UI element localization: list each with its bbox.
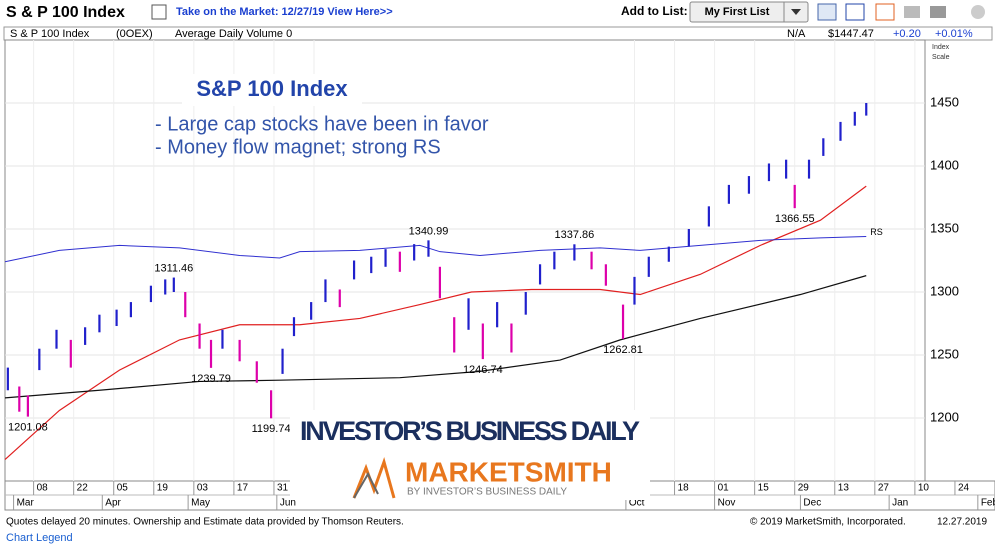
y-tick-label: 1400 [930,157,959,172]
symbol-code: (0OEX) [116,28,153,40]
x-tick-label: 17 [237,483,249,494]
scale-label: Scale [932,54,950,61]
overlay-title: S&P 100 Index [196,76,348,101]
price-annotation: 1201.08 [8,422,48,434]
promo-link[interactable]: Take on the Market: 12/27/19 View Here>> [176,6,393,18]
x-tick-label: 19 [157,483,169,494]
x-tick-label: 01 [718,483,730,494]
x-tick-label: 05 [117,483,129,494]
month-label: Jan [892,498,908,509]
x-tick-label: 15 [758,483,770,494]
y-tick-label: 1200 [930,409,959,424]
price-annotation: 1311.46 [154,262,193,274]
footer-date: 12.27.2019 [937,517,987,528]
copyright: © 2019 MarketSmith, Incorporated. [750,517,906,528]
rs-label: RS [870,227,883,237]
marketsmith-sub: BY INVESTOR’S BUSINESS DAILY [407,487,567,498]
moving-average [4,185,867,461]
change: +0.20 [893,28,921,40]
y-tick-label: 1350 [930,220,959,235]
list-name[interactable]: My First List [705,6,770,18]
print-icon[interactable] [904,6,920,18]
month-label: May [191,498,210,509]
symbol-name: S & P 100 Index [10,28,90,40]
month-label: Oct [629,498,645,509]
x-tick-label: 31 [277,483,289,494]
change-pct: +0.01% [935,28,973,40]
chart-legend-link[interactable]: Chart Legend [6,532,73,544]
check-icon[interactable] [151,4,167,20]
moving-average [4,275,867,399]
price-annotation: 1340.99 [409,225,449,237]
month-label: Apr [105,498,121,509]
add-to-list-label: Add to List: [621,4,688,18]
scale-label: Index [932,44,950,51]
y-tick-label: 1450 [930,94,959,109]
footer-note: Quotes delayed 20 minutes. Ownership and… [6,517,404,528]
marketsmith-icon [352,457,396,499]
price-annotation: 1366.55 [775,213,815,225]
price-annotation: 1337.86 [555,229,595,241]
x-tick-label: 18 [678,483,690,494]
month-label: Feb [981,498,995,509]
page-title: S & P 100 Index [6,4,125,21]
ibd-logo: INVESTOR’S BUSINESS DAILY [300,416,640,446]
x-tick-label: 27 [878,483,890,494]
x-tick-label: 29 [798,483,810,494]
x-tick-label: 13 [838,483,850,494]
x-tick-label: 03 [197,483,209,494]
x-tick-label: 10 [918,483,930,494]
x-tick-label: 22 [77,483,89,494]
alert-icon[interactable] [875,3,895,21]
y-tick-label: 1300 [930,283,959,298]
overlay-bullet: - Money flow magnet; strong RS [155,136,441,158]
x-tick-label: 08 [37,483,49,494]
grid-icon[interactable] [845,3,865,21]
price-annotation: 1262.81 [603,344,643,356]
help-icon[interactable] [971,5,985,19]
dropdown-arrow [791,9,801,15]
month-label: Dec [803,498,821,509]
status: N/A [787,28,806,40]
volume: Average Daily Volume 0 [175,28,292,40]
list-dropdown[interactable] [689,1,809,23]
month-label: Jun [280,498,296,509]
rs-line [4,236,867,263]
chart-icon[interactable] [817,3,837,21]
plot-frame [4,39,926,482]
overlay-title-box [182,74,362,106]
x-tick-label: 24 [958,483,970,494]
price-annotation: 1246.74 [463,364,503,376]
overlay-bullet: - Large cap stocks have been in favor [155,113,489,135]
y-tick-label: 1250 [930,346,959,361]
tools-icon[interactable] [930,6,946,18]
logo-box [290,410,650,500]
price-annotation: 1239.79 [191,373,231,385]
marketsmith-logo: MARKETSMITH [405,456,612,487]
month-label: Nov [718,498,736,509]
marketsmith-icon [353,471,379,499]
price: $1447.47 [828,28,874,40]
price-annotation: 1199.74 [252,423,291,435]
month-label: Mar [17,498,35,509]
